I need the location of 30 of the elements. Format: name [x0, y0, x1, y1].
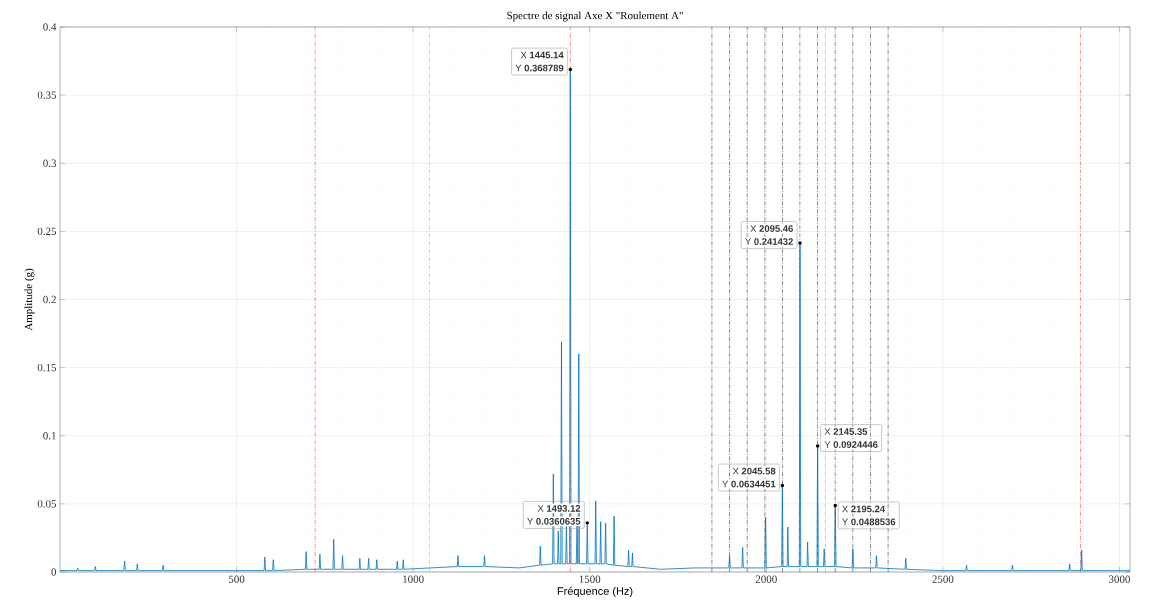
y-tick-label: 0.2	[43, 295, 56, 304]
annotation: X 2045.58	[732, 467, 776, 475]
x-tick-label: 2500	[932, 575, 954, 583]
annotation: X 2145.35	[824, 428, 868, 435]
y-tick-label: 0	[51, 568, 57, 576]
y-tick-label: 0.35	[37, 91, 57, 99]
annotation: Y 0.241432	[745, 238, 793, 245]
y-tick-label: 0.1	[43, 432, 56, 440]
y-tick-label: 0.4	[43, 23, 57, 31]
annotation: Y 0.0634451	[722, 480, 776, 488]
annotation: X 2195.24	[842, 505, 886, 513]
y-axis-title: Amplitude (g)	[24, 268, 35, 331]
annotation: Y 0.368789	[515, 64, 564, 72]
y-tick-label: 0.15	[37, 363, 57, 372]
annotation: X 1445.14	[520, 51, 564, 59]
annotation: X 2095.46	[750, 225, 793, 232]
x-tick-label: 3000	[1109, 575, 1130, 583]
chart-title: Spectre de signal Axe X "Roulement A"	[507, 11, 683, 22]
x-axis-title: Fréquence (Hz)	[557, 586, 633, 598]
y-tick-label: 0.25	[37, 227, 57, 236]
y-tick-label: 0.05	[37, 500, 57, 508]
x-tick-label: 1500	[579, 575, 601, 583]
x-tick-label: 2000	[755, 575, 777, 583]
x-tick-label: 500	[228, 575, 245, 583]
annotation: Y 0.0488536	[842, 518, 896, 526]
x-tick-label: 1000	[403, 575, 424, 583]
annotation: Y 0.0924446	[824, 441, 878, 448]
annotation: X 1493.12	[537, 505, 581, 512]
annotation: Y 0.0360635	[527, 518, 581, 525]
y-tick-label: 0.3	[43, 159, 57, 167]
